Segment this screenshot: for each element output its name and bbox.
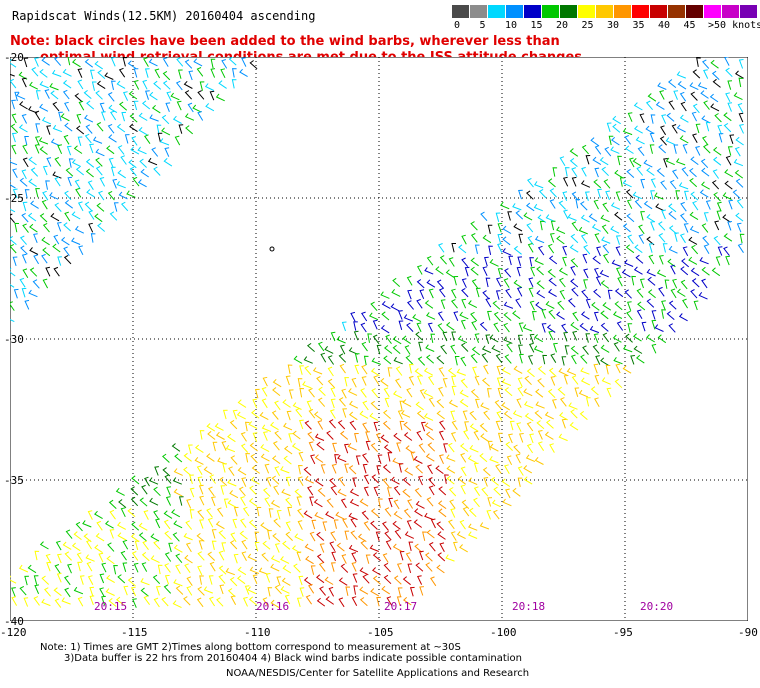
legend-swatch (650, 5, 668, 18)
time-label: 20:18 (512, 600, 546, 613)
footer-note-line1: Note: 1) Times are GMT 2)Times along bot… (40, 642, 461, 653)
legend-swatch (506, 5, 524, 18)
legend-label: 10 (505, 20, 518, 31)
legend-swatch (524, 5, 542, 18)
longitude-label: -100 (490, 626, 517, 639)
legend-unit: >50 knots (708, 20, 760, 31)
legend-swatch (632, 5, 650, 18)
longitude-label: -95 (613, 626, 633, 639)
latitude-label: -40 (4, 615, 24, 628)
legend-label: 40 (658, 20, 671, 31)
legend-label: 15 (530, 20, 543, 31)
legend-swatch (542, 5, 560, 18)
time-label: 20:20 (640, 600, 674, 613)
wind-barbs (10, 57, 745, 609)
legend-label: 45 (683, 20, 696, 31)
longitude-label: -90 (738, 626, 758, 639)
latitude-label: -35 (4, 474, 24, 487)
lat-lon-grid (10, 57, 748, 621)
latitude-label: -20 (4, 51, 24, 64)
legend-label: 35 (632, 20, 645, 31)
map-title: Rapidscat Winds(12.5KM) 20160404 ascendi… (12, 9, 316, 23)
legend-label: 0 (454, 20, 461, 31)
legend-label: 30 (607, 20, 620, 31)
wind-barb-map (10, 57, 748, 621)
contamination-circle (269, 246, 275, 252)
legend-swatch (488, 5, 506, 18)
latitude-label: -25 (4, 192, 24, 205)
legend-swatch (686, 5, 704, 18)
legend-swatch (614, 5, 632, 18)
time-label: 20:16 (256, 600, 290, 613)
legend-label: 20 (556, 20, 569, 31)
legend-swatch (452, 5, 470, 18)
wind-speed-legend: 0 5 10 15 20 25 30 35 40 45 >50 knots (452, 5, 760, 34)
longitude-label: -105 (367, 626, 394, 639)
contamination-note-line1: Note: black circles have been added to t… (10, 34, 560, 49)
legend-swatch (578, 5, 596, 18)
legend-label: 5 (479, 20, 486, 31)
longitude-label: -120 (0, 626, 27, 639)
legend-label: 25 (581, 20, 594, 31)
latitude-label: -30 (4, 333, 24, 346)
longitude-label: -115 (121, 626, 148, 639)
legend-color-bar (452, 5, 758, 18)
legend-swatch (740, 5, 758, 18)
time-label: 20:17 (384, 600, 418, 613)
longitude-label: -110 (244, 626, 271, 639)
footer-credit: NOAA/NESDIS/Center for Satellite Applica… (226, 668, 530, 679)
legend-swatch (668, 5, 686, 18)
time-label: 20:15 (94, 600, 128, 613)
footer-note-line2: 3)Data buffer is 22 hrs from 20160404 4)… (64, 653, 522, 664)
legend-labels: 0 5 10 15 20 25 30 35 40 45 >50 knots (452, 20, 760, 34)
legend-swatch (704, 5, 722, 18)
legend-swatch (470, 5, 488, 18)
legend-swatch (722, 5, 740, 18)
legend-swatch (560, 5, 578, 18)
legend-swatch (596, 5, 614, 18)
